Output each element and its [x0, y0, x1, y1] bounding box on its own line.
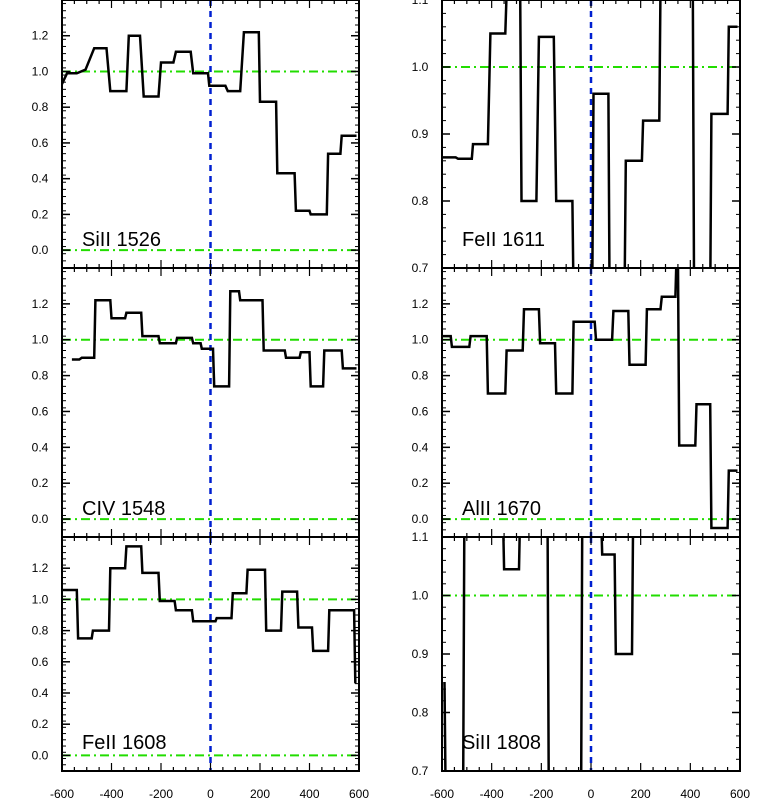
- spectrum-series-0: [71, 290, 357, 388]
- xtick-label: 400: [299, 787, 319, 801]
- panel-4: 0.0 0.2 0.4 0.6 0.8 1.0 1.2 -600 -400 -200 0 200 400…: [32, 536, 369, 801]
- ytick-label: 0.2: [32, 207, 49, 221]
- ytick-label: 1.1: [412, 0, 429, 7]
- ytick-label: 1.0: [32, 64, 49, 78]
- ytick-label: 0.4: [412, 440, 429, 454]
- xtick-label: -600: [50, 787, 74, 801]
- ytick-label: 0.0: [32, 243, 49, 257]
- panel-0: 0.0 0.2 0.4 0.6 0.8 1.0 1.2 SiII 1526: [32, 0, 360, 269]
- xtick-label: -400: [99, 787, 123, 801]
- xtick-label: 0: [207, 787, 214, 801]
- panel-5: 0.7 0.8 0.9 1.0 1.1 -600 -400 -200 0 200 400 600 SiI…: [412, 530, 751, 801]
- ytick-label: 0.0: [32, 512, 49, 526]
- ytick-label: 0.9: [412, 127, 429, 141]
- ytick-label: 1.0: [412, 60, 429, 74]
- panel-label: SiII 1808: [462, 732, 541, 754]
- xtick-label: 600: [349, 787, 369, 801]
- ytick-label: 1.2: [32, 561, 49, 575]
- ytick-label: 1.2: [412, 297, 429, 311]
- ytick-label: 0.8: [412, 369, 429, 383]
- ytick-label: 1.0: [32, 333, 49, 347]
- ytick-label: 0.2: [412, 476, 429, 490]
- xtick-label: -200: [529, 787, 553, 801]
- ytick-label: 0.9: [412, 647, 429, 661]
- ytick-label: 0.4: [32, 172, 49, 186]
- panel-label: FeII 1608: [82, 732, 167, 754]
- panel-label: AlII 1670: [462, 498, 541, 520]
- xtick-label: -600: [430, 787, 454, 801]
- ytick-label: 1.0: [32, 592, 49, 606]
- ytick-label: 0.8: [32, 624, 49, 638]
- spectrum-series-0: [62, 545, 357, 684]
- xtick-label: 200: [250, 787, 270, 801]
- ytick-label: 0.2: [32, 717, 49, 731]
- panel-1: 0.7 0.8 0.9 1.0 1.1 FeII 1611: [412, 0, 741, 275]
- ytick-label: 0.6: [32, 404, 49, 418]
- panel-3: 0.0 0.2 0.4 0.6 0.8 1.0 1.2 AlII 1670: [412, 267, 741, 538]
- xtick-label: 400: [680, 787, 700, 801]
- ytick-label: 1.0: [412, 333, 429, 347]
- ytick-label: 0.0: [412, 512, 429, 526]
- ytick-label: 0.4: [32, 440, 49, 454]
- xtick-label: 0: [588, 787, 595, 801]
- ytick-label: 0.6: [32, 655, 49, 669]
- ytick-label: 0.4: [32, 686, 49, 700]
- spectrum-series-0: [443, 537, 635, 771]
- ytick-label: 0.8: [32, 369, 49, 383]
- ytick-label: 0.0: [32, 748, 49, 762]
- ytick-label: 1.0: [412, 589, 429, 603]
- ytick-label: 1.2: [32, 29, 49, 43]
- ytick-label: 0.8: [412, 194, 429, 208]
- spectrum-series-0: [442, 268, 738, 530]
- spectrum-series-0: [62, 30, 357, 216]
- spectrum-series-0: [442, 0, 738, 268]
- ytick-label: 0.8: [32, 100, 49, 114]
- panel-label: CIV 1548: [82, 498, 165, 520]
- ytick-label: 0.6: [32, 136, 49, 150]
- panel-label: SiII 1526: [82, 229, 161, 251]
- panel-2: 0.0 0.2 0.4 0.6 0.8 1.0 1.2 CIV 1548: [32, 267, 360, 538]
- xtick-label: 200: [631, 787, 651, 801]
- panel-label: FeII 1611: [462, 229, 545, 251]
- xtick-label: 600: [730, 787, 750, 801]
- xtick-label: -200: [149, 787, 173, 801]
- ytick-label: 1.2: [32, 297, 49, 311]
- ytick-label: 1.1: [412, 530, 429, 544]
- ytick-label: 0.2: [32, 476, 49, 490]
- ytick-label: 0.8: [412, 706, 429, 720]
- ytick-label: 0.7: [412, 261, 429, 275]
- ytick-label: 0.6: [412, 404, 429, 418]
- ytick-label: 0.7: [412, 764, 429, 778]
- xtick-label: -400: [480, 787, 504, 801]
